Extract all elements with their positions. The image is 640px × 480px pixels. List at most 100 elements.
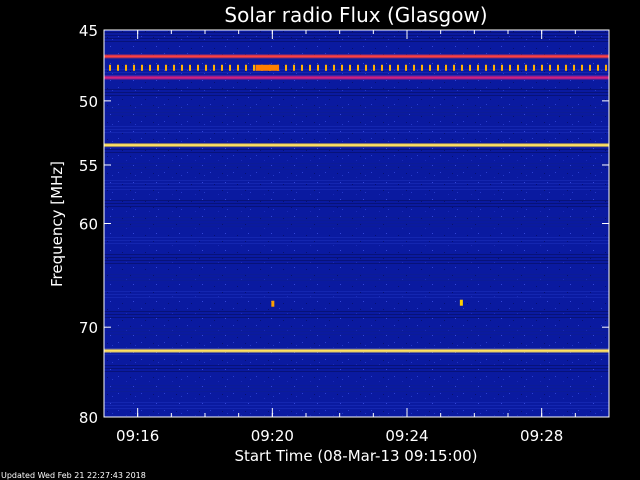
y-tick-label: 70 bbox=[79, 319, 98, 337]
band-line bbox=[104, 144, 609, 147]
updated-footer: Updated Wed Feb 21 22:27:43 2018 bbox=[1, 471, 146, 480]
texture-stripe bbox=[104, 129, 609, 130]
texture-stripe bbox=[104, 58, 609, 59]
texture-stripe bbox=[104, 35, 609, 36]
y-axis-ticks: 45 50 55 60 70 80 bbox=[79, 22, 609, 427]
dash-mark bbox=[357, 64, 359, 71]
dash-mark bbox=[517, 64, 519, 71]
burst-dot bbox=[271, 300, 275, 307]
texture-stripe bbox=[104, 311, 609, 312]
texture-stripe bbox=[104, 200, 609, 201]
dash-mark bbox=[573, 64, 575, 71]
dash-mark bbox=[141, 64, 143, 71]
dash-mark bbox=[525, 64, 527, 71]
texture-stripe bbox=[104, 72, 609, 73]
dash-mark bbox=[125, 64, 127, 71]
texture-stripe bbox=[104, 314, 609, 315]
y-tick-label: 80 bbox=[79, 409, 98, 427]
texture-stripe bbox=[104, 189, 609, 190]
dash-mark bbox=[405, 64, 407, 71]
texture-stripe bbox=[104, 260, 609, 261]
dash-mark bbox=[245, 64, 247, 71]
dash-mark bbox=[197, 64, 199, 71]
texture-stripe bbox=[104, 223, 609, 224]
texture-stripe bbox=[104, 408, 609, 409]
texture-stripe bbox=[104, 126, 609, 127]
texture-stripe bbox=[104, 95, 609, 96]
x-tick-label: 09:20 bbox=[251, 427, 294, 445]
y-tick-label: 50 bbox=[79, 93, 98, 111]
texture-stripe bbox=[104, 294, 609, 295]
texture-stripe bbox=[104, 243, 609, 244]
dash-mark bbox=[429, 64, 431, 71]
dash-mark bbox=[493, 64, 495, 71]
x-axis-label: Start Time (08-Mar-13 09:15:00) bbox=[234, 447, 477, 465]
dash-mark bbox=[461, 64, 463, 71]
texture-stripe bbox=[104, 257, 609, 258]
texture-stripe bbox=[104, 385, 609, 386]
texture-stripe bbox=[104, 163, 609, 164]
texture-stripe bbox=[104, 89, 609, 90]
texture-stripe bbox=[104, 263, 609, 264]
dash-mark bbox=[477, 64, 479, 71]
texture-stripe bbox=[104, 226, 609, 227]
dash-mark bbox=[333, 64, 335, 71]
texture-stripe bbox=[104, 391, 609, 392]
y-tick-label: 60 bbox=[79, 216, 98, 234]
dash-mark bbox=[421, 64, 423, 71]
y-tick-label: 55 bbox=[79, 157, 98, 175]
texture-stripe bbox=[104, 365, 609, 366]
texture-stripe bbox=[104, 38, 609, 39]
dash-mark bbox=[341, 64, 343, 71]
texture-stripe bbox=[104, 69, 609, 70]
texture-stripe bbox=[104, 206, 609, 207]
dash-mark bbox=[117, 64, 119, 71]
dash-mark bbox=[149, 64, 151, 71]
texture-stripe bbox=[104, 328, 609, 329]
texture-stripe bbox=[104, 402, 609, 403]
texture-stripe bbox=[104, 371, 609, 372]
texture-stripe bbox=[104, 32, 609, 33]
burst-blob bbox=[255, 64, 280, 71]
dash-mark bbox=[157, 64, 159, 71]
texture-stripe bbox=[104, 277, 609, 278]
dash-mark bbox=[501, 64, 503, 71]
texture-stripe bbox=[104, 152, 609, 153]
texture-stripe bbox=[104, 217, 609, 218]
texture-stripe bbox=[104, 166, 609, 167]
dash-mark bbox=[389, 64, 391, 71]
dash-mark bbox=[365, 64, 367, 71]
x-tick-label: 09:28 bbox=[520, 427, 563, 445]
dash-mark bbox=[445, 64, 447, 71]
dash-mark bbox=[229, 64, 231, 71]
dash-mark bbox=[413, 64, 415, 71]
dash-mark bbox=[437, 64, 439, 71]
texture-stripe bbox=[104, 331, 609, 332]
texture-stripe bbox=[104, 354, 609, 355]
band-line bbox=[104, 76, 609, 79]
dash-mark bbox=[237, 64, 239, 71]
dash-mark bbox=[285, 64, 287, 71]
dash-mark bbox=[309, 64, 311, 71]
texture-stripe bbox=[104, 388, 609, 389]
texture-stripe bbox=[104, 41, 609, 42]
texture-stripe bbox=[104, 348, 609, 349]
texture-stripe bbox=[104, 297, 609, 298]
texture-stripe bbox=[104, 237, 609, 238]
burst-dot bbox=[459, 299, 463, 306]
dash-mark bbox=[557, 64, 559, 71]
dash-mark bbox=[589, 64, 591, 71]
dash-mark bbox=[301, 64, 303, 71]
dash-mark bbox=[133, 64, 135, 71]
dash-mark bbox=[165, 64, 167, 71]
texture-stripe bbox=[104, 180, 609, 181]
dash-mark bbox=[485, 64, 487, 71]
texture-stripe bbox=[104, 280, 609, 281]
dash-mark bbox=[549, 64, 551, 71]
texture-stripe bbox=[104, 317, 609, 318]
dash-mark bbox=[453, 64, 455, 71]
texture-stripe bbox=[104, 106, 609, 107]
texture-stripe bbox=[104, 203, 609, 204]
texture-stripe bbox=[104, 75, 609, 76]
